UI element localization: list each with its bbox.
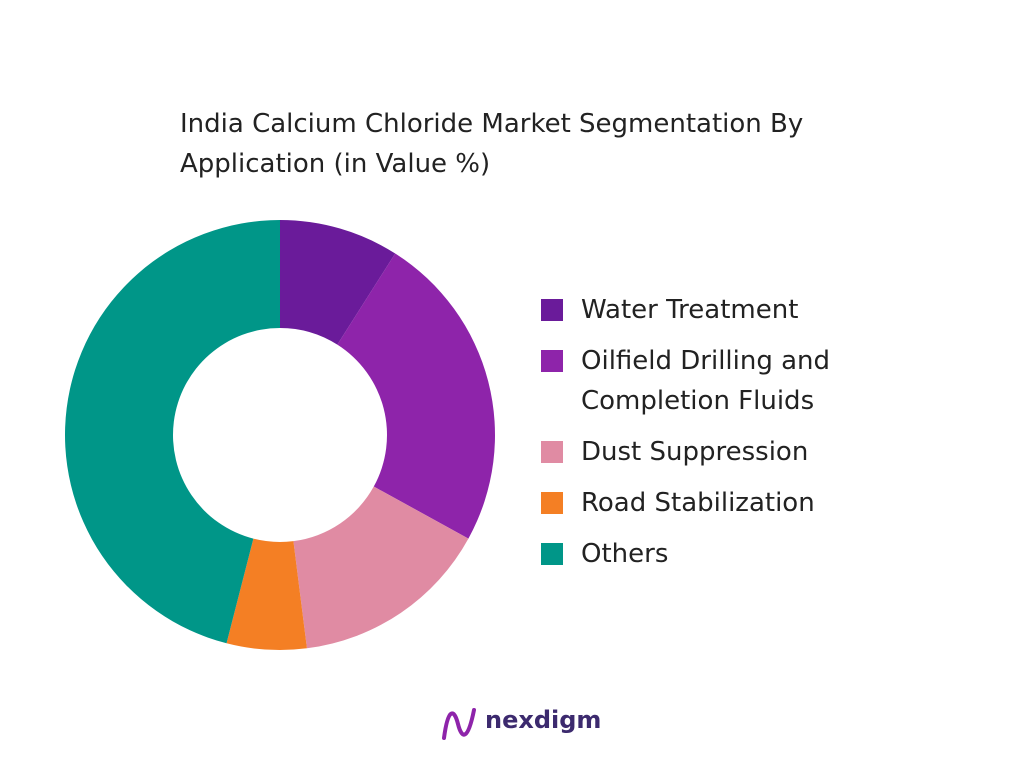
legend-item: Dust Suppression: [541, 432, 861, 472]
legend-item: Road Stabilization: [541, 483, 861, 523]
legend-swatch: [541, 350, 563, 372]
legend-label: Dust Suppression: [581, 437, 809, 467]
legend-label: Oilfield Drilling and Completion Fluids: [581, 346, 831, 416]
legend-label: Water Treatment: [581, 295, 799, 325]
chart-title: India Calcium Chloride Market Segmentati…: [180, 109, 804, 179]
logo-icon: [442, 708, 476, 740]
legend-swatch: [541, 492, 563, 514]
legend-swatch: [541, 543, 563, 565]
donut-slice: [226, 538, 307, 651]
legend-label: Others: [581, 539, 669, 569]
legend-item: Oilfield Drilling and Completion Fluids: [541, 341, 861, 421]
legend-item: Others: [541, 534, 861, 574]
legend-label: Road Stabilization: [581, 488, 815, 518]
legend-swatch: [541, 441, 563, 463]
donut-slice: [280, 220, 396, 345]
legend: Water Treatment Oilfield Drilling and Com…: [541, 290, 861, 585]
chart: [65, 220, 495, 651]
donut-slice: [65, 220, 280, 644]
legend-swatch: [541, 299, 563, 321]
legend-item: Water Treatment: [541, 290, 861, 330]
donut-slice: [337, 253, 495, 539]
donut-slice: [293, 486, 469, 649]
brand: nexdigm: [485, 706, 602, 734]
